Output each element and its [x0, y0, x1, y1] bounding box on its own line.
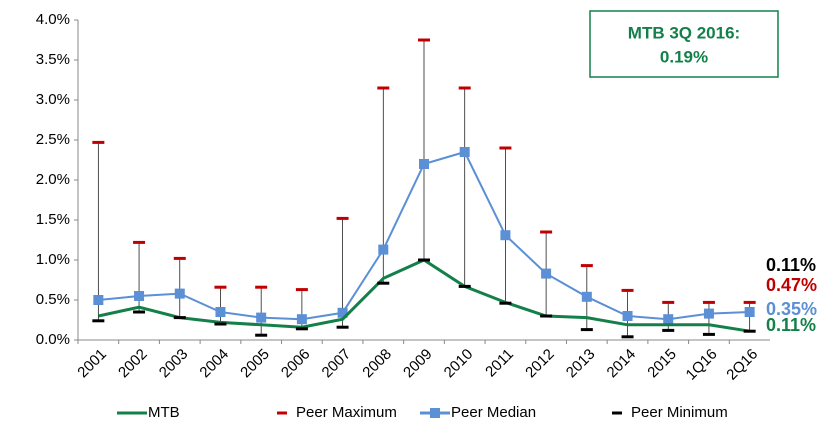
point [744, 307, 755, 317]
x-tick-label: 2012 [522, 346, 558, 382]
point [500, 230, 511, 241]
x-tick-label: 2004 [196, 346, 232, 382]
y-tick-label: 1.0% [36, 251, 70, 268]
x-tick-label: 2007 [319, 346, 355, 382]
point [174, 288, 185, 299]
point [541, 268, 552, 279]
end-label: 0.47% [766, 275, 817, 295]
point [215, 307, 226, 317]
point [296, 314, 307, 325]
point [663, 314, 674, 325]
x-tick-label: 2014 [604, 346, 640, 382]
point [622, 311, 633, 321]
point [93, 295, 104, 305]
y-tick-label: 3.5% [36, 51, 70, 68]
legend-label: Peer Minimum [631, 404, 728, 421]
x-tick-label: 1Q16 [683, 346, 721, 384]
x-tick-label: 2003 [156, 346, 192, 382]
point [256, 312, 267, 323]
x-tick-label: 2009 [400, 346, 436, 382]
y-tick-label: 2.5% [36, 131, 70, 148]
x-tick-label: 2006 [278, 346, 314, 382]
end-label: 0.11% [766, 255, 816, 275]
series-line [98, 258, 750, 333]
x-tick-label: 2Q16 [723, 346, 761, 384]
legend-label: Peer Median [451, 404, 536, 421]
point [378, 244, 389, 255]
x-tick-label: 2015 [644, 346, 680, 382]
annotation-text: MTB 3Q 2016: [628, 23, 740, 42]
x-tick-label: 2010 [441, 346, 477, 382]
point [337, 307, 348, 318]
x-tick-label: 2013 [563, 346, 599, 382]
point [419, 159, 429, 169]
x-tick-label: 2001 [74, 346, 110, 382]
annotation-box [589, 10, 779, 78]
y-tick-label: 2.0% [36, 171, 70, 188]
y-tick-label: 0.5% [36, 291, 70, 308]
point [459, 147, 470, 157]
end-label: 0.11% [766, 315, 816, 335]
point [134, 291, 145, 301]
annotation-text: 0.19% [660, 47, 708, 66]
legend-label: MTB [148, 404, 180, 421]
y-tick-label: 3.0% [36, 91, 70, 108]
y-tick-label: 1.5% [36, 211, 70, 228]
y-tick-label: 4.0% [36, 11, 70, 28]
x-tick-label: 2002 [115, 346, 151, 382]
x-tick-label: 2008 [359, 346, 395, 382]
y-tick-label: 0.0% [36, 331, 70, 348]
end-label: 0.35% [766, 299, 817, 319]
x-tick-label: 2005 [237, 346, 273, 382]
legend-swatch [430, 408, 440, 418]
point [581, 291, 592, 302]
x-tick-label: 2011 [482, 346, 517, 381]
point [703, 308, 714, 319]
legend-label: Peer Maximum [296, 404, 397, 421]
